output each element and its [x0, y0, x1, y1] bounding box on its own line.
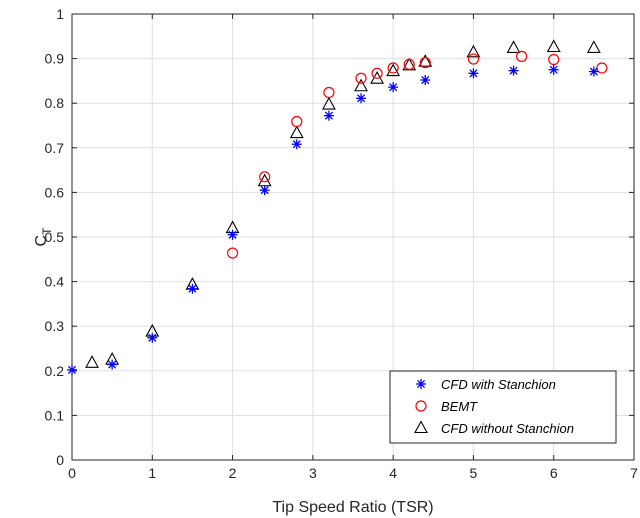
data-point-circle	[355, 72, 367, 84]
data-point-triangle	[85, 355, 99, 368]
data-point-circle	[419, 57, 431, 69]
data-point-circle	[259, 171, 271, 183]
series-circle	[226, 50, 608, 259]
legend-label-cfd-without-stanchion: CFD without Stanchion	[441, 421, 574, 436]
y-tick-label: 0	[56, 452, 64, 468]
legend-box	[389, 370, 617, 444]
x-tick-label: 0	[68, 465, 76, 481]
data-point-asterisk	[107, 359, 118, 370]
y-tick-label: 1	[56, 6, 64, 22]
x-tick-label: 4	[389, 465, 397, 481]
data-point-circle	[387, 62, 399, 74]
data-point-circle	[323, 86, 335, 99]
data-point-asterisk	[420, 75, 431, 86]
data-point-asterisk	[67, 364, 77, 375]
data-point-triangle	[466, 44, 481, 58]
y-tick-label: 0.1	[45, 407, 65, 423]
x-axis-title: Tip Speed Ratio (TSR)	[272, 499, 433, 516]
data-marks	[67, 39, 608, 375]
x-tick-label: 1	[148, 465, 156, 481]
legend-marker-circle	[415, 400, 427, 412]
data-point-triangle	[418, 54, 433, 67]
data-point-circle	[548, 53, 560, 66]
data-point-asterisk	[323, 110, 334, 121]
data-point-triangle	[506, 40, 521, 53]
data-point-asterisk	[259, 185, 270, 196]
data-point-circle	[467, 53, 480, 65]
legend-markers	[414, 379, 428, 434]
data-point-triangle	[354, 78, 368, 92]
data-point-asterisk	[508, 65, 519, 76]
legend-marker-triangle	[414, 420, 428, 434]
legend: CFD with Stanchion BEMT CFD without Stan…	[389, 370, 617, 444]
data-point-triangle	[386, 63, 401, 77]
y-tick-label: 0.9	[45, 51, 65, 67]
y-tick-label: 0.6	[45, 184, 65, 200]
data-point-circle	[226, 247, 239, 259]
y-tick-label: 0.7	[45, 140, 65, 156]
data-point-asterisk	[548, 64, 559, 75]
series-asterisk	[67, 64, 599, 375]
y-tick-label: 0.8	[45, 95, 65, 111]
legend-marker-asterisk	[416, 379, 426, 389]
data-point-asterisk	[468, 68, 479, 79]
data-point-asterisk	[187, 283, 198, 294]
data-point-asterisk	[291, 139, 302, 150]
data-point-asterisk	[147, 332, 158, 343]
legend-label-cfd-with-stanchion: CFD with Stanchion	[441, 377, 556, 392]
x-tick-label: 6	[550, 465, 558, 481]
data-point-circle	[291, 115, 303, 128]
y-tick-label: 0.3	[45, 318, 65, 334]
data-point-asterisk	[356, 93, 367, 104]
data-point-circle	[371, 67, 383, 79]
data-point-triangle	[546, 39, 561, 53]
tick-labels: 0 1 2 3 4 5 6 7 0 0.1 0.2 0.3 0.4 0.5 0.6 0.7 0.8 0.9 1	[45, 6, 639, 481]
x-tick-label: 3	[309, 465, 317, 481]
y-tick-label: 0.2	[45, 363, 65, 379]
data-point-triangle	[321, 96, 336, 110]
y-tick-label: 0.5	[45, 229, 65, 245]
y-tick-label: 0.4	[45, 274, 65, 290]
data-point-asterisk	[588, 66, 599, 77]
y-axis-title-main: C	[33, 235, 50, 247]
plot-frame	[71, 13, 635, 461]
y-axis-title-subscript: T	[40, 227, 54, 235]
data-point-triangle	[289, 125, 304, 139]
x-tick-label: 5	[470, 465, 478, 481]
y-axis-title: CT	[33, 227, 54, 247]
data-point-circle	[515, 50, 528, 62]
x-tick-label: 2	[229, 465, 237, 481]
data-point-triangle	[586, 40, 601, 53]
data-point-asterisk	[388, 82, 399, 93]
data-point-circle	[403, 58, 415, 70]
legend-label-bemt: BEMT	[441, 399, 478, 414]
x-tick-label: 7	[630, 465, 638, 481]
data-point-asterisk	[227, 229, 238, 240]
